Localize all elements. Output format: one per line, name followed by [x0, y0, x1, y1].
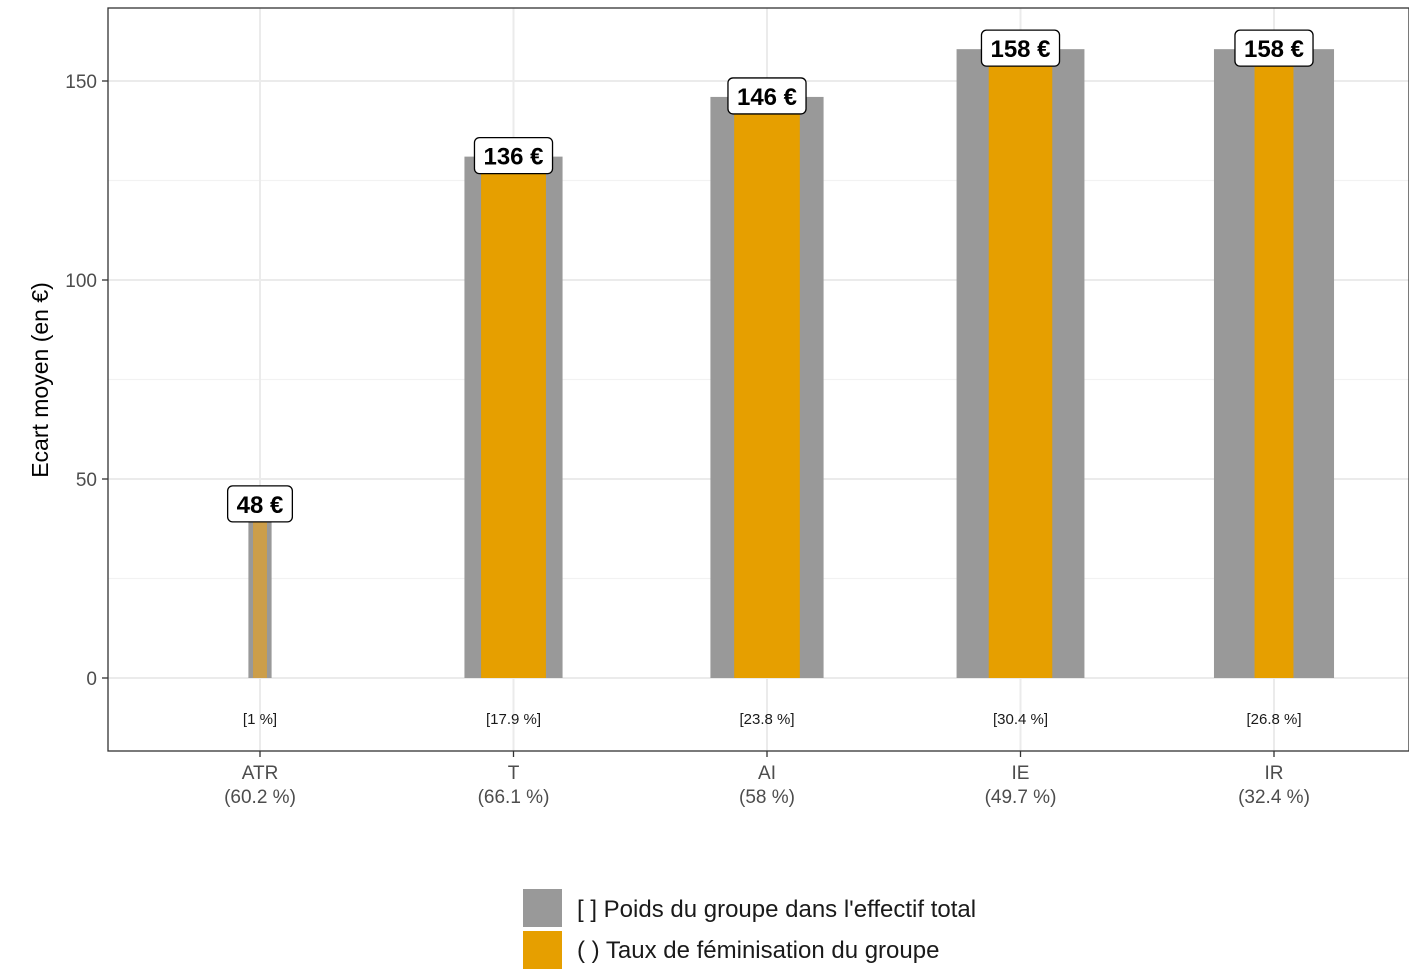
y-axis: 0 50 100 150 — [65, 72, 108, 690]
value-labels: 48 € 136 € 146 € 158 € 158 € — [226, 29, 1314, 523]
plot-border — [107, 7, 1409, 752]
value-label-box — [980, 29, 1061, 67]
legend-key-weight — [523, 889, 562, 927]
weight-label-ai: [23.8 %] — [739, 711, 794, 728]
value-label-text: 146 € — [737, 84, 797, 111]
value-label-text: 48 € — [237, 492, 284, 519]
x-tick-label-atr: ATR — [242, 763, 279, 784]
legend-label-feminisation: ( ) Taux de féminisation du groupe — [577, 937, 939, 964]
value-label-t: 136 € — [473, 136, 554, 175]
y-tick-label: 150 — [65, 72, 97, 93]
bar-feminisation-ie — [988, 49, 1053, 679]
value-label-atr: 48 € — [226, 485, 294, 523]
weight-label-atr: [1 %] — [243, 711, 277, 728]
bars — [248, 49, 1335, 679]
x-tick-feminisation-ai: (58 %) — [739, 787, 795, 808]
value-label-text: 158 € — [1244, 36, 1304, 63]
value-label-box — [473, 136, 554, 175]
weight-label-ie: [30.4 %] — [993, 711, 1048, 728]
y-tick-label: 0 — [86, 669, 97, 690]
value-label-box — [226, 485, 294, 523]
value-label-ai: 146 € — [727, 77, 807, 115]
x-tick-feminisation-t: (66.1 %) — [478, 787, 550, 808]
value-label-text: 158 € — [990, 36, 1050, 63]
x-tick-feminisation-ir: (32.4 %) — [1238, 787, 1310, 808]
x-tick-label-t: T — [508, 763, 520, 784]
value-label-box — [1234, 29, 1314, 67]
y-axis-label: Ecart moyen (en €) — [27, 282, 53, 478]
value-label-ir: 158 € — [1234, 29, 1314, 67]
legend-key-feminisation — [523, 931, 562, 969]
x-tick-label-ai: AI — [758, 763, 776, 784]
x-axis: ATR (60.2 %) T (66.1 %) AI (58 %) IE (49.7 %) IR… — [224, 751, 1310, 808]
weight-label-ir: [26.8 %] — [1246, 711, 1301, 728]
bar-feminisation-ai — [734, 96, 800, 679]
x-tick-label-ie: IE — [1012, 763, 1030, 784]
bar-feminisation-t — [481, 156, 546, 678]
x-tick-label-ir: IR — [1265, 763, 1284, 784]
bar-feminisation-atr — [253, 504, 267, 678]
bar-feminisation-ir — [1254, 49, 1294, 679]
value-label-ie: 158 € — [980, 29, 1061, 67]
value-label-box — [727, 77, 807, 115]
weight-labels: [1 %] [17.9 %] [23.8 %] [30.4 %] [26.8 %] — [243, 711, 1302, 728]
x-tick-feminisation-atr: (60.2 %) — [224, 787, 296, 808]
legend: [ ] Poids du groupe dans l'effectif tota… — [523, 889, 976, 969]
x-tick-feminisation-ie: (49.7 %) — [985, 787, 1057, 808]
y-tick-label: 50 — [76, 470, 97, 491]
weight-label-t: [17.9 %] — [486, 711, 541, 728]
legend-label-weight: [ ] Poids du groupe dans l'effectif tota… — [577, 896, 976, 923]
y-tick-label: 100 — [65, 271, 97, 292]
value-label-text: 136 € — [483, 144, 543, 171]
